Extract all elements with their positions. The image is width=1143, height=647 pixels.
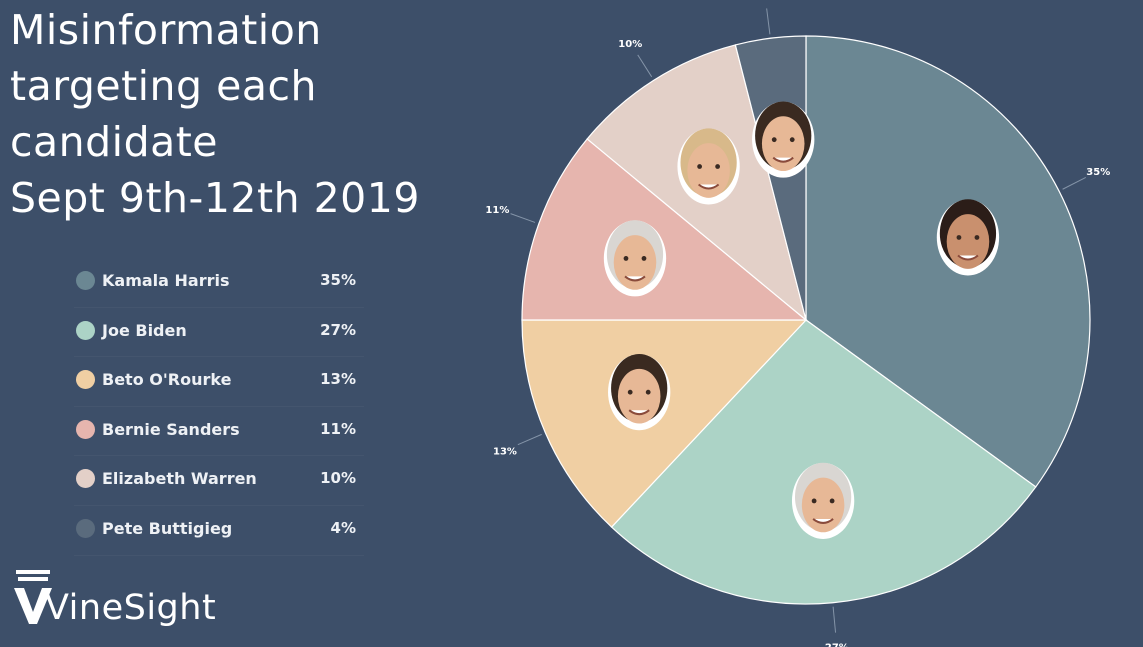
brand-name: VineSight xyxy=(45,588,217,628)
slice-leader-line xyxy=(517,433,542,446)
slice-value-label: 10% xyxy=(618,39,642,50)
vinesight-logo-icon xyxy=(14,570,52,624)
candidate-portrait xyxy=(752,101,815,178)
candidate-portrait xyxy=(791,462,855,539)
legend-label: Joe Biden xyxy=(102,320,187,340)
legend-value: 27% xyxy=(320,320,356,339)
legend-swatch xyxy=(76,469,95,489)
legend-swatch xyxy=(76,320,95,340)
legend-value: 10% xyxy=(320,469,356,488)
legend-swatch xyxy=(76,271,95,290)
slice-leader-line xyxy=(1062,177,1087,190)
legend-item: Pete Buttigieg 4% xyxy=(74,506,364,556)
legend-label: Bernie Sanders xyxy=(102,419,240,439)
legend-item: Beto O'Rourke 13% xyxy=(74,357,364,407)
legend-value: 35% xyxy=(320,271,356,289)
slice-leader-line xyxy=(637,54,653,78)
slice-leader-line xyxy=(766,8,771,35)
candidate-portrait xyxy=(603,220,667,297)
pie-slice xyxy=(521,138,808,321)
slice-leader-line xyxy=(832,606,837,633)
pie-slice xyxy=(521,319,808,528)
legend-swatch xyxy=(76,370,95,390)
candidate-portrait xyxy=(608,353,671,431)
legend-value: 11% xyxy=(320,419,356,438)
slice-leader-line xyxy=(510,213,536,223)
legend-item: Elizabeth Warren 10% xyxy=(74,456,364,506)
legend-item: Joe Biden 27% xyxy=(74,308,364,358)
legend-swatch xyxy=(76,419,95,439)
legend-swatch xyxy=(76,518,95,538)
candidate-portrait xyxy=(677,128,740,205)
candidate-portrait xyxy=(936,199,1000,276)
slice-value-label: 35% xyxy=(1086,167,1110,178)
legend-label: Pete Buttigieg xyxy=(102,518,233,538)
legend-value: 4% xyxy=(330,518,356,537)
title-line: Misinformation xyxy=(10,6,322,54)
title-line: targeting each xyxy=(10,62,317,110)
slice-value-label: 11% xyxy=(485,205,509,216)
chart-title: Misinformation targeting each candidate … xyxy=(10,2,470,226)
vinesight-logo: VineSight xyxy=(12,566,232,636)
pie-slice xyxy=(610,319,1037,605)
slice-value-label: 27% xyxy=(825,643,849,647)
chart-legend: Kamala Harris 35% Joe Biden 27% Beto O'Rourk… xyxy=(74,258,364,556)
slice-value-label: 4% xyxy=(756,0,773,2)
title-line: Sept 9th-12th 2019 xyxy=(10,174,420,222)
legend-item: Kamala Harris 35% xyxy=(74,258,364,308)
legend-label: Kamala Harris xyxy=(102,271,230,290)
legend-value: 13% xyxy=(320,370,356,389)
legend-label: Elizabeth Warren xyxy=(102,469,257,489)
slice-value-label: 13% xyxy=(493,446,517,457)
legend-item: Bernie Sanders 11% xyxy=(74,407,364,457)
legend-label: Beto O'Rourke xyxy=(102,370,232,390)
title-line: candidate xyxy=(10,118,219,166)
